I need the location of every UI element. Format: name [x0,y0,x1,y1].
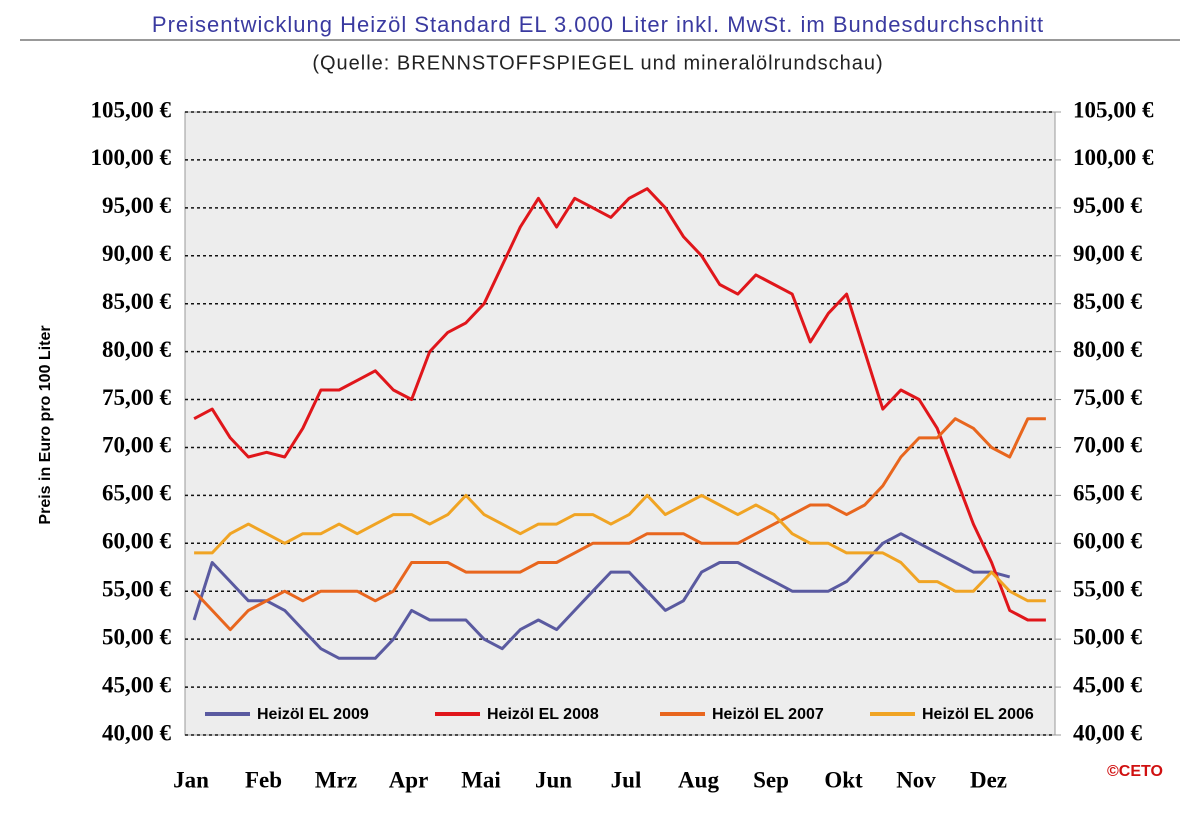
y2-tick-label: 95,00 € [1073,193,1143,218]
y-tick-label: 55,00 € [102,577,172,602]
y2-tick-label: 55,00 € [1073,577,1143,602]
y2-tick-label: 75,00 € [1073,385,1143,410]
y2-tick-label: 100,00 € [1073,145,1154,170]
legend-label: Heizöl EL 2007 [712,706,824,723]
legend-label: Heizöl EL 2008 [487,706,599,723]
x-tick-label: Sep [753,767,789,792]
y2-tick-label: 60,00 € [1073,529,1143,554]
y2-tick-label: 40,00 € [1073,720,1143,745]
y2-tick-label: 90,00 € [1073,241,1143,266]
x-tick-label: Jul [611,767,642,792]
y-tick-label: 80,00 € [102,337,172,362]
x-tick-label: Feb [245,767,282,792]
x-tick-label: Jan [173,767,209,792]
y2-tick-label: 65,00 € [1073,481,1143,506]
series-line [193,417,1046,632]
y-tick-label: 100,00 € [91,145,172,170]
y-axis-label: Preis in Euro pro 100 Liter [37,325,54,524]
y-tick-label: 90,00 € [102,241,172,266]
y-tick-label: 105,00 € [91,97,172,122]
chart-title: Preisentwicklung Heizöl Standard EL 3.00… [152,12,1044,37]
x-tick-label: Mai [461,767,501,792]
series-line [193,187,1046,622]
y-tick-label: 65,00 € [102,481,172,506]
y2-tick-label: 70,00 € [1073,433,1143,458]
y-tick-label: 60,00 € [102,529,172,554]
y-tick-label: 95,00 € [102,193,172,218]
y-tick-label: 45,00 € [102,672,172,697]
x-tick-label: Okt [824,767,863,792]
x-tick-label: Aug [678,767,719,792]
y2-tick-label: 50,00 € [1073,624,1143,649]
legend-label: Heizöl EL 2006 [922,706,1034,723]
x-tick-label: Dez [970,767,1007,792]
x-tick-label: Apr [389,767,429,792]
y-tick-label: 70,00 € [102,433,172,458]
y2-tick-label: 45,00 € [1073,672,1143,697]
y2-tick-label: 85,00 € [1073,289,1143,314]
y2-tick-label: 105,00 € [1073,97,1154,122]
legend-label: Heizöl EL 2009 [257,706,369,723]
chart-subtitle: (Quelle: BRENNSTOFFSPIEGEL und mineralöl… [312,52,883,74]
y-tick-label: 85,00 € [102,289,172,314]
y-tick-label: 40,00 € [102,720,172,745]
x-tick-label: Mrz [315,767,357,792]
series-line [194,493,1046,603]
y2-tick-label: 80,00 € [1073,337,1143,362]
y-tick-label: 75,00 € [102,385,172,410]
x-tick-label: Jun [535,767,572,792]
x-tick-label: Nov [896,767,936,792]
logo: ©CETO [1107,763,1163,780]
y-tick-label: 50,00 € [102,624,172,649]
